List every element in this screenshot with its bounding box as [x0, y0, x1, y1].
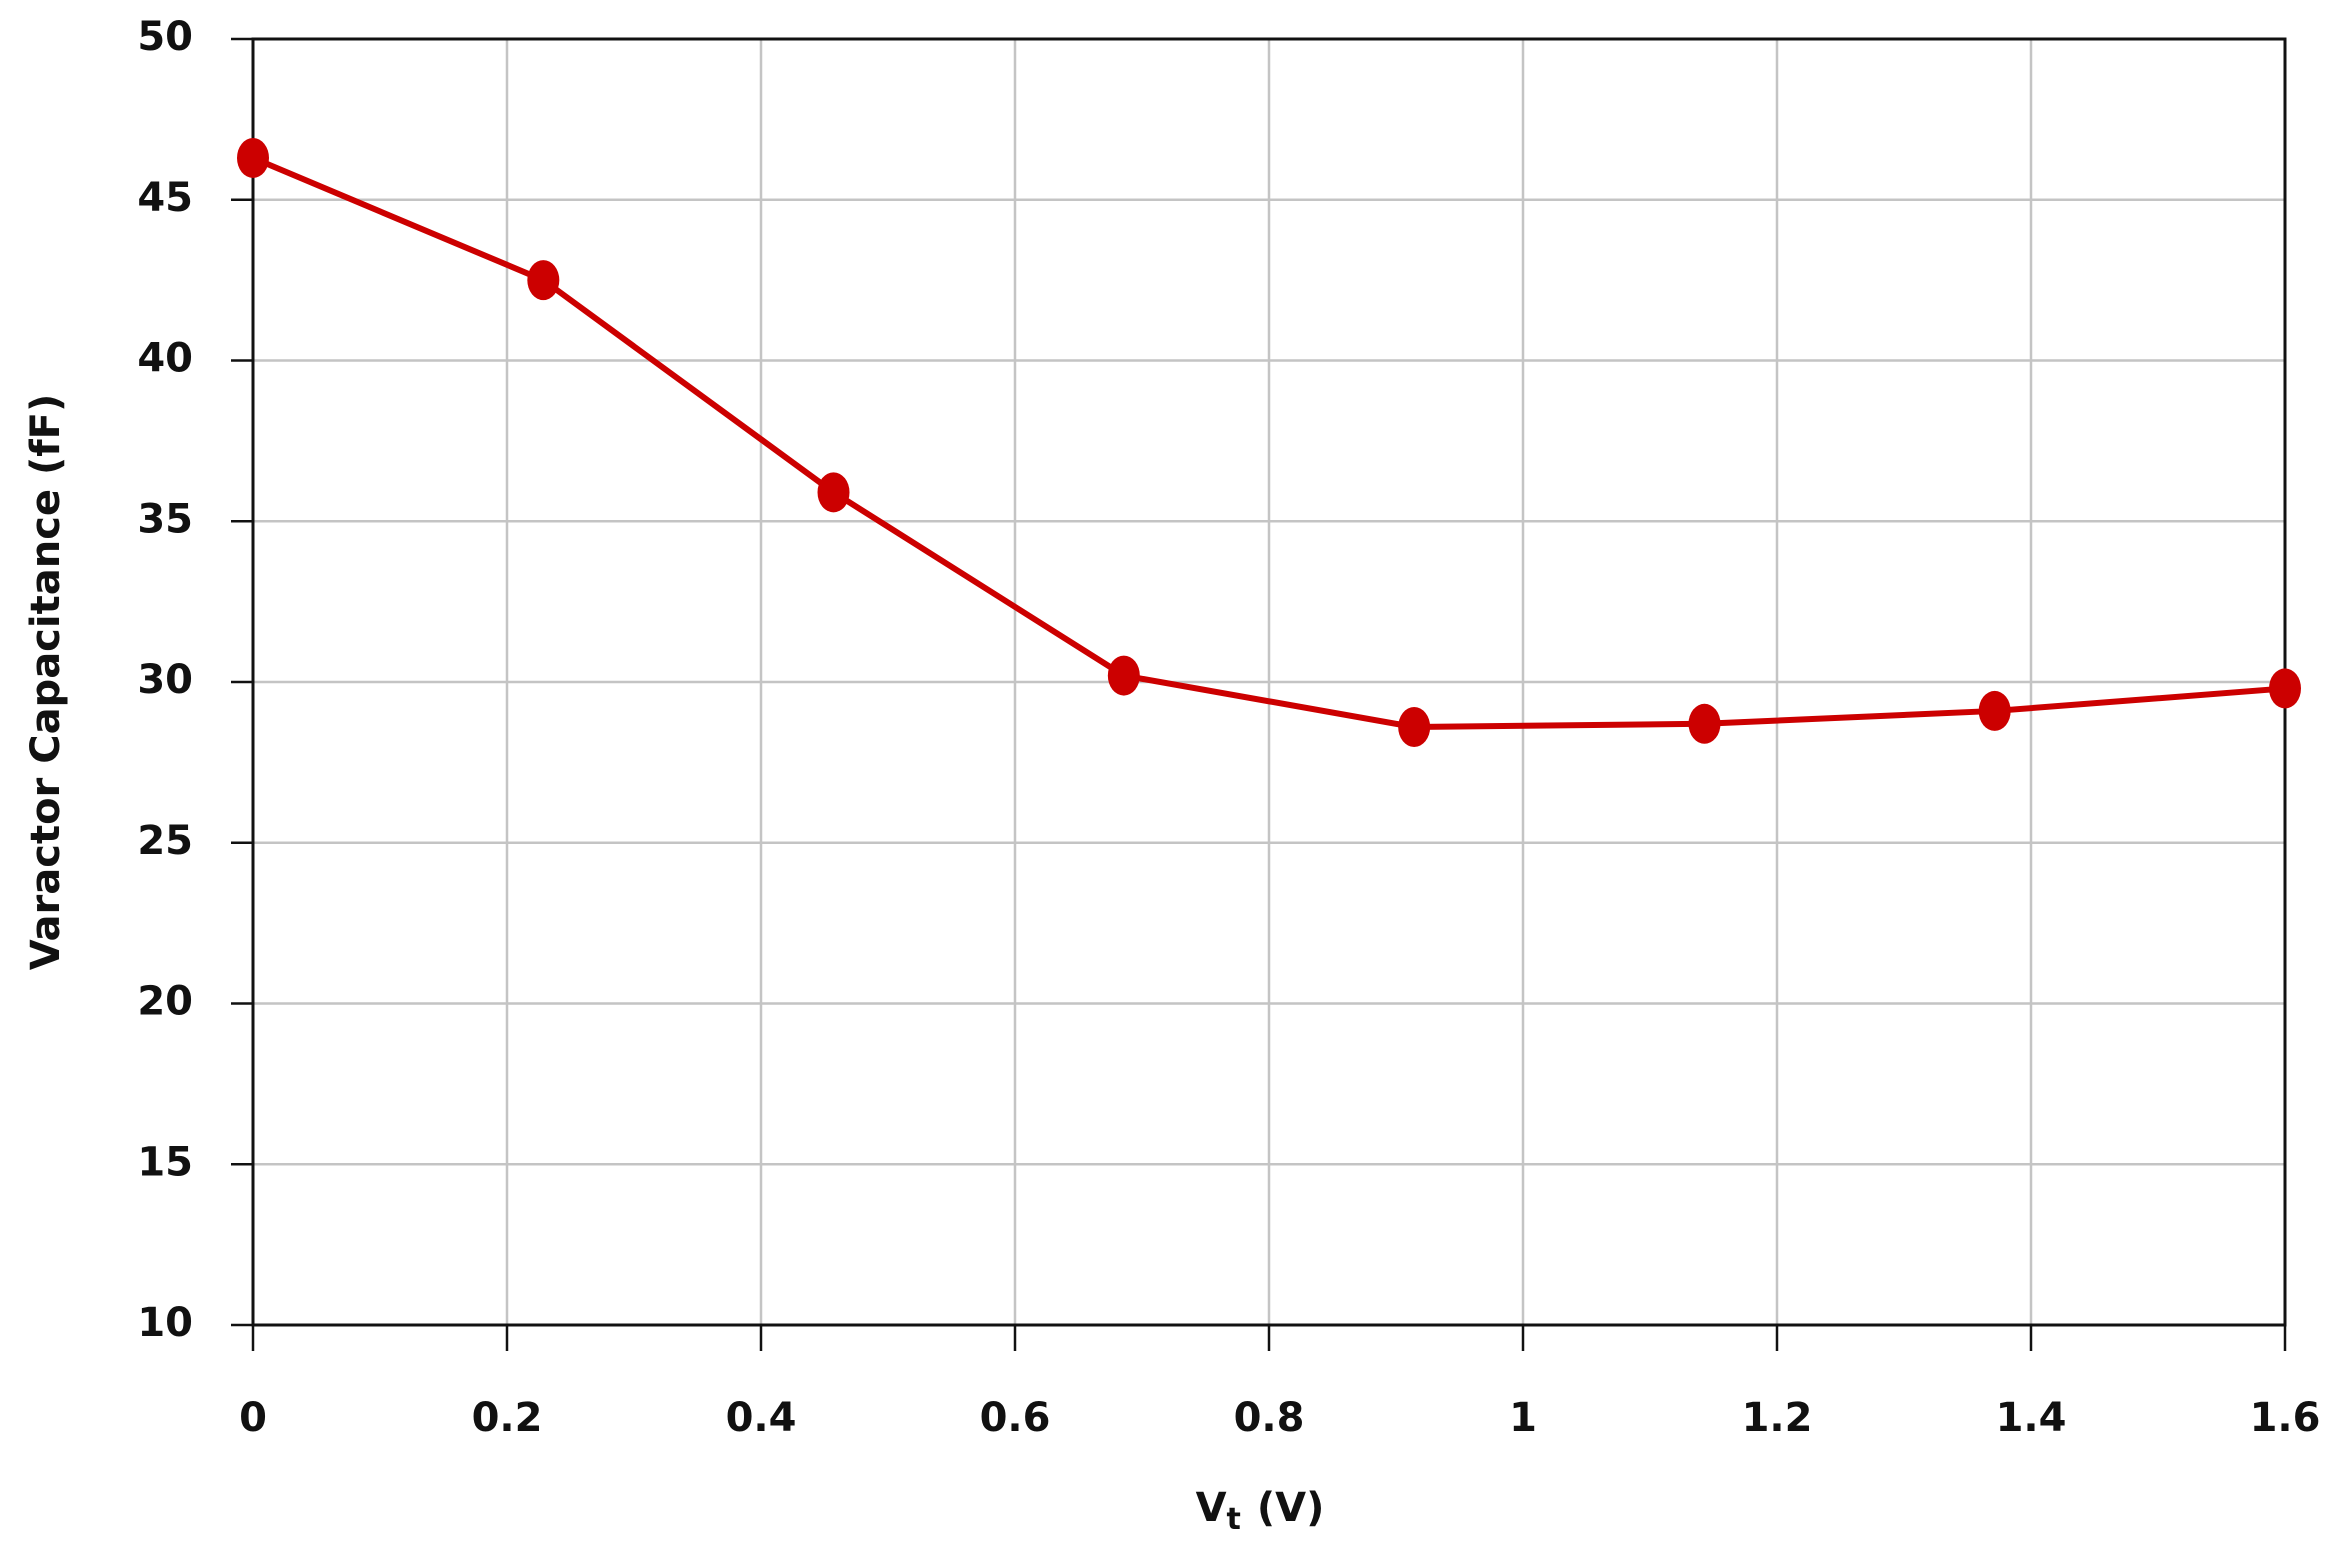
x-tick-label: 0	[239, 1395, 267, 1441]
x-tick-label: 0.4	[726, 1395, 797, 1441]
x-axis-label-unit: (V)	[1257, 1485, 1325, 1531]
data-point	[527, 260, 560, 301]
y-tick-label: 25	[137, 818, 193, 864]
x-tick-label: 1.2	[1742, 1395, 1813, 1441]
y-tick-label: 35	[137, 496, 193, 542]
y-tick-label: 40	[137, 336, 193, 382]
x-axis-label: Vt (V)	[1196, 1485, 1325, 1537]
data-point	[1398, 707, 1431, 748]
data-point	[237, 137, 269, 178]
data-point	[1107, 655, 1140, 696]
x-tick-label: 0.2	[472, 1395, 543, 1441]
y-tick-label: 50	[137, 14, 193, 60]
data-point	[1978, 690, 2011, 731]
x-tick-label: 1	[1509, 1395, 1537, 1441]
x-tick-label: 0.8	[1234, 1395, 1305, 1441]
y-tick-label: 15	[137, 1139, 193, 1185]
data-point	[2269, 668, 2301, 709]
x-axis-label-subscript: t	[1227, 1502, 1241, 1537]
y-axis-label: Varactor Capacitance (fF)	[23, 394, 69, 970]
y-tick-label: 45	[137, 175, 193, 221]
y-tick-label: 30	[137, 657, 193, 703]
x-axis-label-main: V	[1196, 1485, 1227, 1531]
y-tick-label: 20	[137, 979, 193, 1025]
data-line	[251, 155, 2286, 731]
x-tick-label: 1.6	[2250, 1395, 2321, 1441]
x-tick-label: 1.4	[1996, 1395, 2067, 1441]
data-point	[1688, 703, 1721, 744]
data-point	[817, 472, 850, 513]
y-tick-label: 10	[137, 1300, 193, 1346]
x-tick-label: 0.6	[980, 1395, 1051, 1441]
